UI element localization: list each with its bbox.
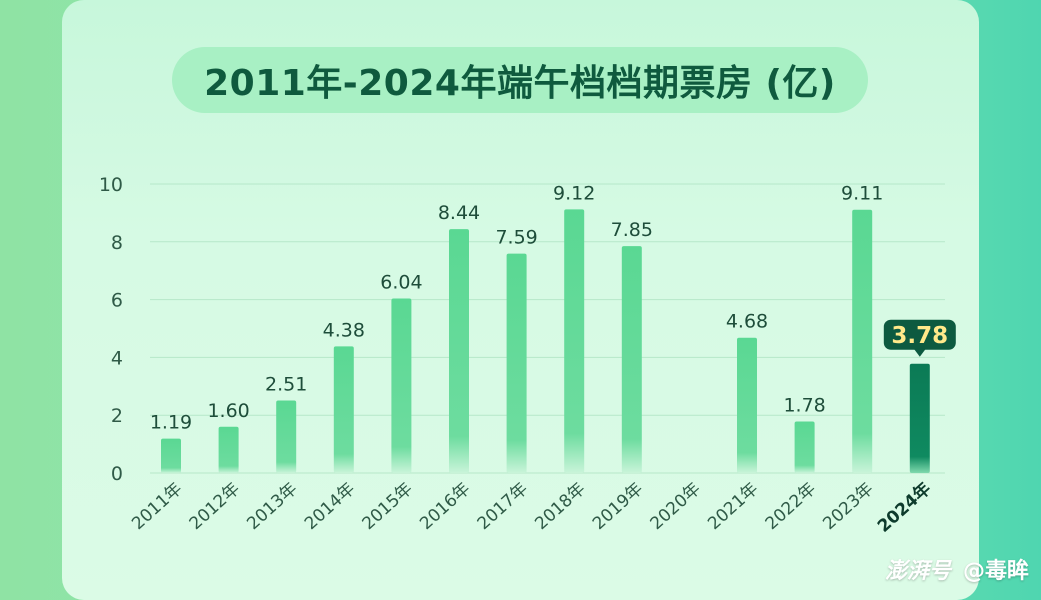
value-label: 9.11 xyxy=(841,183,883,205)
x-tick-label: 2024年 xyxy=(873,478,935,537)
x-tick-label: 2021年 xyxy=(704,479,762,534)
x-tick-label: 2019年 xyxy=(589,479,647,534)
x-tick-label: 2011年 xyxy=(128,479,186,534)
y-tick-label: 4 xyxy=(111,347,123,369)
value-label: 1.19 xyxy=(150,412,192,434)
footer: 澎湃号 @毒眸 xyxy=(885,553,1029,585)
x-tick-label: 2014年 xyxy=(301,479,359,534)
callout-pointer xyxy=(913,348,926,357)
x-tick-label: 2013年 xyxy=(243,479,301,534)
x-tick-label: 2017年 xyxy=(474,479,532,534)
bar-highlight xyxy=(909,363,930,473)
value-label: 7.85 xyxy=(611,219,653,241)
value-label: 1.78 xyxy=(783,395,825,417)
x-tick-label: 2015年 xyxy=(359,479,417,534)
bar xyxy=(391,298,412,473)
value-label: 8.44 xyxy=(438,202,480,224)
y-tick-label: 10 xyxy=(99,174,123,196)
bar xyxy=(737,337,757,473)
platform-logo: 澎湃号 xyxy=(884,559,951,584)
value-label: 3.78 xyxy=(891,323,948,349)
value-label: 7.59 xyxy=(495,227,537,249)
x-tick-label: 2020年 xyxy=(647,479,705,534)
y-tick-label: 2 xyxy=(111,405,123,427)
bar xyxy=(161,438,181,473)
value-label: 4.68 xyxy=(726,311,768,333)
value-label: 6.04 xyxy=(380,271,422,293)
bar xyxy=(621,246,642,473)
value-label: 1.60 xyxy=(207,400,249,422)
y-tick-label: 8 xyxy=(111,232,123,254)
chart-title: 2011年-2024年端午档档期票房 (亿) xyxy=(204,63,836,104)
author-handle: @毒眸 xyxy=(962,559,1029,584)
bar xyxy=(218,426,239,473)
bar xyxy=(794,421,815,473)
x-tick-label: 2023年 xyxy=(819,479,877,534)
x-tick-label: 2022年 xyxy=(762,479,820,534)
highlight-callout: 3.78 xyxy=(883,319,956,357)
bar xyxy=(564,209,585,473)
x-tick-label: 2018年 xyxy=(531,479,589,534)
x-tick-label: 2016年 xyxy=(416,479,474,534)
value-label: 2.51 xyxy=(265,373,307,395)
bar xyxy=(333,346,354,473)
value-label: 9.12 xyxy=(553,182,595,204)
bar xyxy=(506,253,527,473)
callout-box xyxy=(883,319,956,350)
y-tick-label: 0 xyxy=(111,463,123,485)
y-tick-label: 6 xyxy=(111,290,123,312)
value-label: 4.38 xyxy=(323,319,365,341)
bar xyxy=(276,400,297,473)
bar xyxy=(852,209,873,473)
bar xyxy=(449,229,469,473)
x-tick-label: 2012年 xyxy=(186,479,244,534)
title-pill: 2011年-2024年端午档档期票房 (亿) xyxy=(172,47,868,113)
